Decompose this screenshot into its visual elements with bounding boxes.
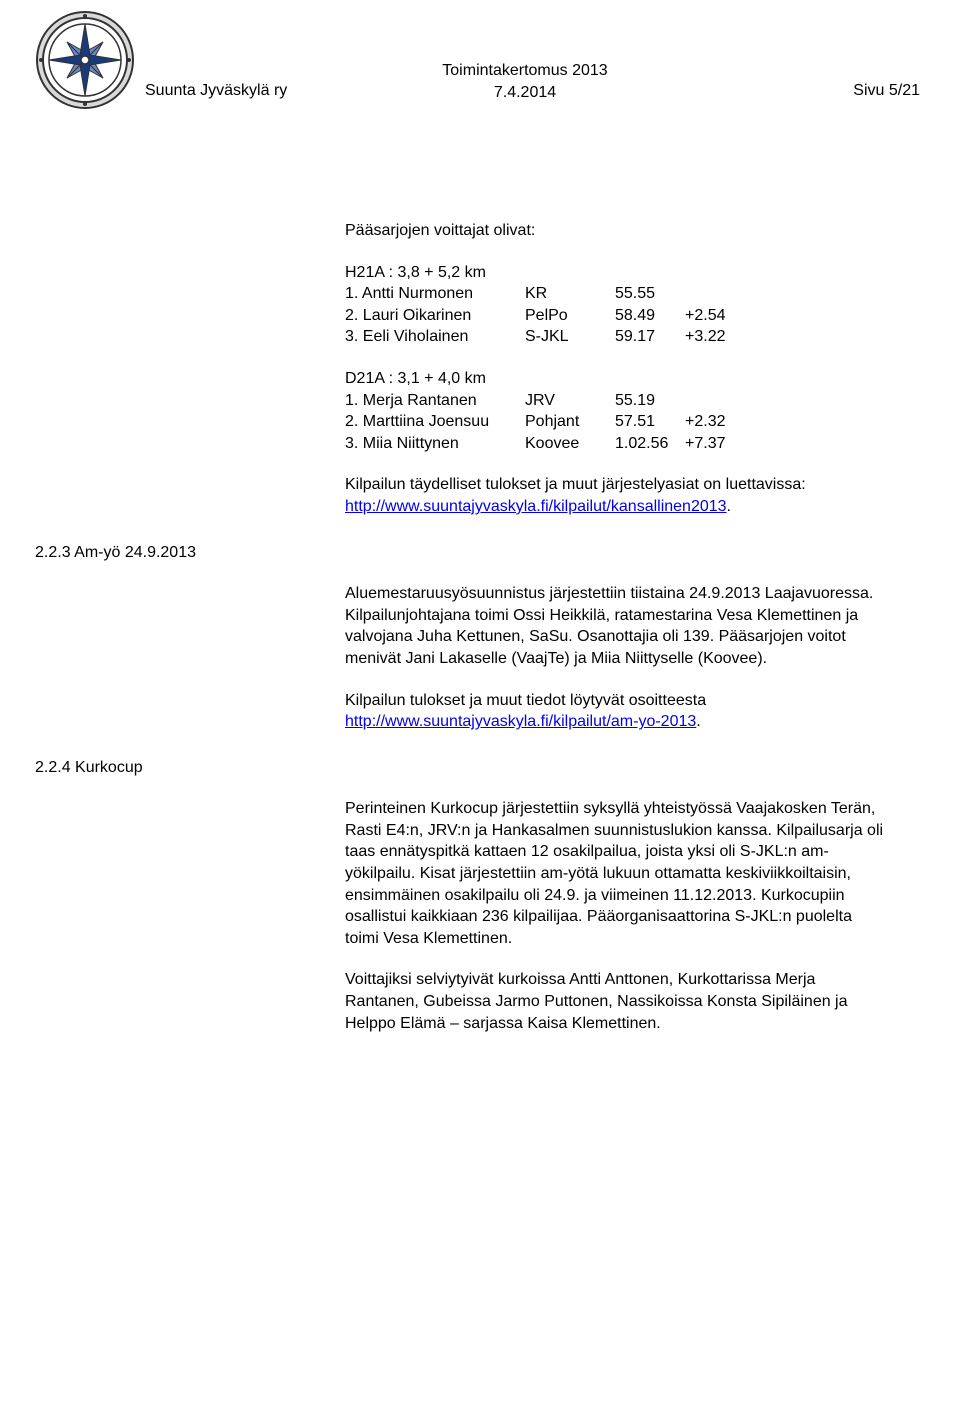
page-number: Sivu 5/21 (853, 80, 920, 102)
rank: 3. (345, 328, 358, 345)
table-row: 1. Antti Nurmonen KR 55.55 (345, 283, 745, 305)
section-224-p1: Perinteinen Kurkocup järjestettiin syksy… (345, 798, 890, 949)
results-note: Kilpailun täydelliset tulokset ja muut j… (345, 476, 806, 493)
table-row: 3. Miia Niittynen Koovee 1.02.56 +7.37 (345, 433, 745, 455)
diff: +3.22 (685, 326, 745, 348)
club: KR (525, 283, 615, 305)
time: 55.19 (615, 390, 685, 412)
header: Suunta Jyväskylä ry Toimintakertomus 201… (35, 10, 890, 110)
result-group: H21A : 3,8 + 5,2 km 1. Antti Nurmonen KR… (345, 262, 890, 348)
compass-logo-icon (35, 10, 135, 110)
runner-name: Miia Niittynen (363, 435, 459, 452)
results-link[interactable]: http://www.suuntajyvaskyla.fi/kilpailut/… (345, 498, 727, 515)
results-note-para: Kilpailun täydelliset tulokset ja muut j… (345, 474, 890, 517)
rank: 1. (345, 392, 358, 409)
doc-title-block: Toimintakertomus 2013 7.4.2014 (375, 60, 675, 103)
club: Koovee (525, 433, 615, 455)
rank: 1. (345, 285, 358, 302)
content-column: Pääsarjojen voittajat olivat: H21A : 3,8… (345, 220, 890, 518)
section-223-p1: Aluemestaruusyösuunnistus järjestettiin … (345, 583, 890, 669)
result-table: 1. Antti Nurmonen KR 55.55 2. Lauri Oika… (345, 283, 745, 348)
group-label: D21A : 3,1 + 4,0 km (345, 368, 890, 390)
result-group: D21A : 3,1 + 4,0 km 1. Merja Rantanen JR… (345, 368, 890, 454)
diff: +2.32 (685, 411, 745, 433)
diff (685, 283, 745, 305)
section-223-body: Aluemestaruusyösuunnistus järjestettiin … (345, 583, 890, 733)
time: 59.17 (615, 326, 685, 348)
time: 58.49 (615, 305, 685, 327)
doc-title: Toimintakertomus 2013 (442, 62, 607, 79)
table-row: 2. Marttiina Joensuu Pohjant 57.51 +2.32 (345, 411, 745, 433)
time: 57.51 (615, 411, 685, 433)
club: Pohjant (525, 411, 615, 433)
section-223-p2-text: Kilpailun tulokset ja muut tiedot löytyv… (345, 692, 706, 709)
intro-line: Pääsarjojen voittajat olivat: (345, 220, 890, 242)
diff: +7.37 (685, 433, 745, 455)
runner-name: Lauri Oikarinen (363, 307, 472, 324)
link-suffix: . (727, 498, 731, 515)
runner-name: Eeli Viholainen (363, 328, 469, 345)
rank: 2. (345, 413, 358, 430)
section-223-p2: Kilpailun tulokset ja muut tiedot löytyv… (345, 690, 890, 733)
page: Suunta Jyväskylä ry Toimintakertomus 201… (0, 0, 960, 1419)
diff (685, 390, 745, 412)
rank: 3. (345, 435, 358, 452)
runner-name: Merja Rantanen (363, 392, 477, 409)
section-heading-223: 2.2.3 Am-yö 24.9.2013 (35, 542, 890, 564)
table-row: 3. Eeli Viholainen S-JKL 59.17 +3.22 (345, 326, 745, 348)
section-224-p2: Voittajiksi selviytyivät kurkoissa Antti… (345, 969, 890, 1034)
result-table: 1. Merja Rantanen JRV 55.19 2. Marttiina… (345, 390, 745, 455)
club: JRV (525, 390, 615, 412)
org-name: Suunta Jyväskylä ry (145, 80, 287, 102)
runner-name: Antti Nurmonen (362, 285, 473, 302)
group-label: H21A : 3,8 + 5,2 km (345, 262, 890, 284)
rank: 2. (345, 307, 358, 324)
table-row: 1. Merja Rantanen JRV 55.19 (345, 390, 745, 412)
section-224-body: Perinteinen Kurkocup järjestettiin syksy… (345, 798, 890, 1034)
club: S-JKL (525, 326, 615, 348)
time: 55.55 (615, 283, 685, 305)
club: PelPo (525, 305, 615, 327)
section-heading-224: 2.2.4 Kurkocup (35, 757, 890, 779)
doc-date: 7.4.2014 (375, 82, 675, 104)
table-row: 2. Lauri Oikarinen PelPo 58.49 +2.54 (345, 305, 745, 327)
runner-name: Marttiina Joensuu (363, 413, 489, 430)
amyo-link[interactable]: http://www.suuntajyvaskyla.fi/kilpailut/… (345, 713, 696, 730)
link-suffix: . (696, 713, 700, 730)
time: 1.02.56 (615, 433, 685, 455)
diff: +2.54 (685, 305, 745, 327)
